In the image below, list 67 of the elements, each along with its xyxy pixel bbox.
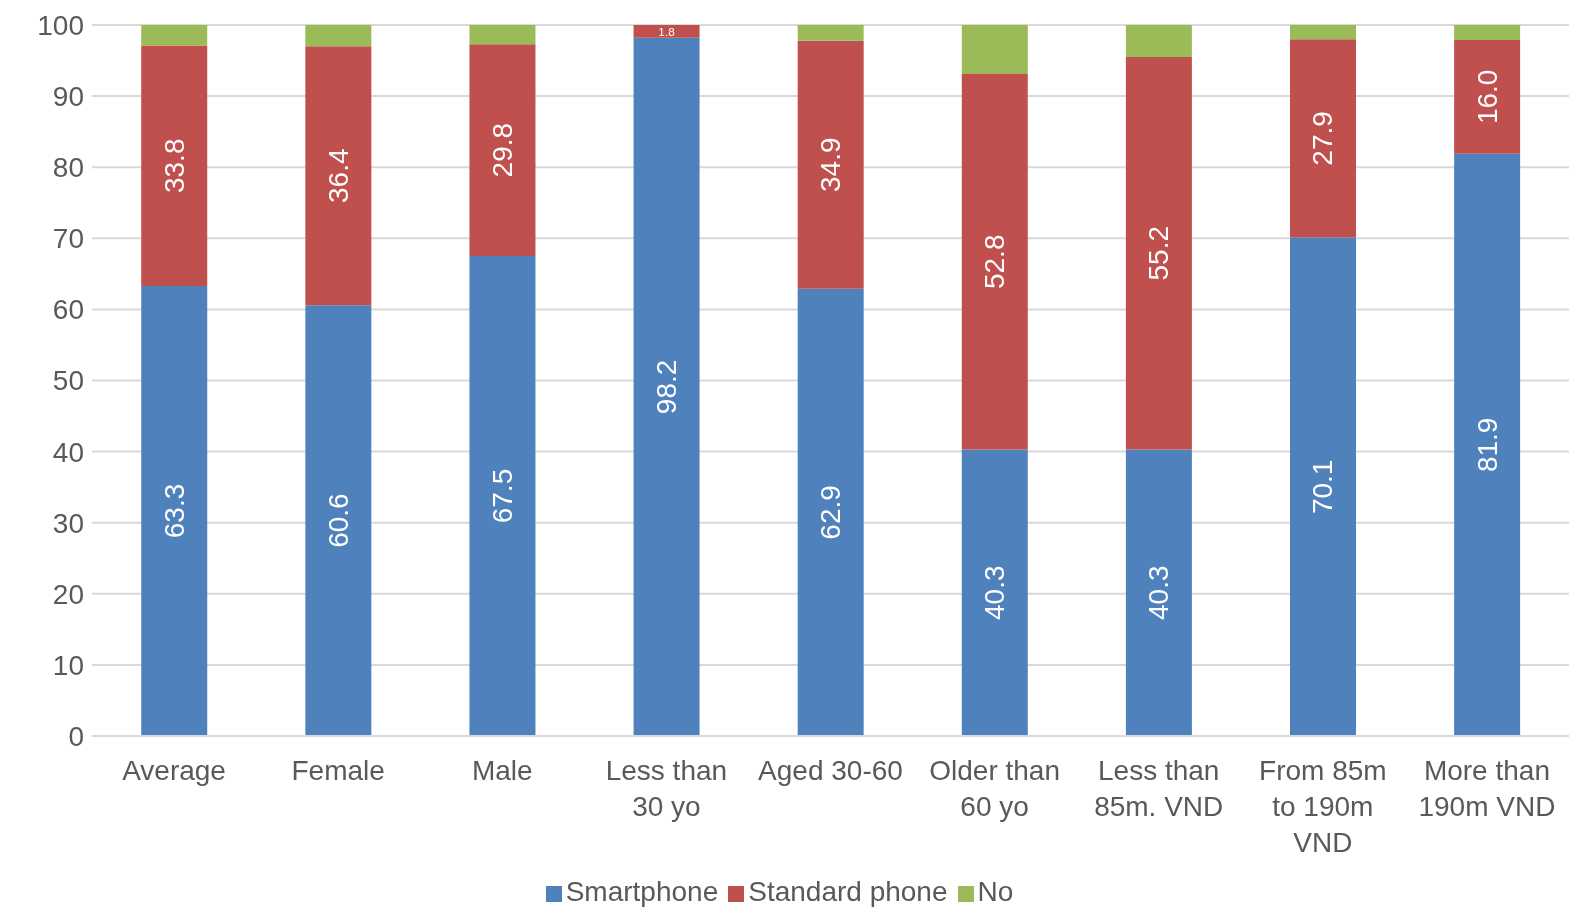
data-label: 60.6 bbox=[322, 493, 354, 548]
y-tick-label: 10 bbox=[52, 649, 84, 681]
data-label: 1.8 bbox=[658, 24, 676, 38]
data-label: 67.5 bbox=[486, 468, 518, 524]
y-tick-label: 100 bbox=[37, 9, 84, 41]
bar bbox=[961, 25, 1028, 75]
x-tick-label: Average bbox=[122, 755, 226, 786]
bar bbox=[797, 288, 864, 736]
y-tick-label: 30 bbox=[52, 507, 84, 539]
data-label: 27.9 bbox=[1307, 111, 1339, 166]
y-tick-label: 80 bbox=[52, 152, 84, 184]
bar bbox=[1125, 449, 1192, 736]
bar bbox=[961, 74, 1028, 450]
data-label: 33.8 bbox=[158, 138, 190, 194]
x-tick-label: Female bbox=[291, 755, 385, 786]
bar bbox=[469, 25, 536, 45]
data-label: 16.0 bbox=[1471, 69, 1503, 125]
y-tick-label: 90 bbox=[52, 81, 84, 113]
y-tick-label: 70 bbox=[52, 223, 84, 255]
data-label: 34.9 bbox=[815, 137, 847, 192]
data-label: 70.1 bbox=[1307, 459, 1339, 515]
y-tick-label: 50 bbox=[52, 365, 84, 397]
bar bbox=[1125, 25, 1192, 57]
data-label: 55.2 bbox=[1143, 225, 1175, 281]
bar bbox=[305, 305, 372, 736]
data-label: 52.8 bbox=[979, 234, 1011, 290]
data-label: 29.8 bbox=[486, 122, 518, 178]
legend-label: No bbox=[977, 876, 1014, 907]
data-label: 63.3 bbox=[158, 483, 190, 539]
data-label: 40.3 bbox=[1143, 565, 1175, 620]
data-label: 36.4 bbox=[322, 148, 354, 203]
legend-label: Smartphone bbox=[565, 876, 719, 907]
y-tick-label: 60 bbox=[52, 294, 84, 326]
bar bbox=[469, 256, 536, 736]
x-tick-label: Male bbox=[471, 755, 533, 786]
data-label: 81.9 bbox=[1471, 417, 1503, 473]
x-tick-label: Less than 30 yo bbox=[605, 755, 728, 822]
bar bbox=[141, 45, 208, 286]
bar bbox=[1454, 25, 1521, 40]
x-tick-label: From 85m to 190m VND bbox=[1259, 755, 1387, 858]
y-tick-label: 40 bbox=[52, 436, 84, 468]
bar bbox=[141, 285, 208, 736]
bar bbox=[1290, 25, 1357, 40]
bar bbox=[633, 25, 700, 38]
bar bbox=[633, 37, 700, 736]
data-label: 98.2 bbox=[651, 359, 683, 415]
data-label: 62.9 bbox=[815, 485, 847, 540]
legend-label: Standard phone bbox=[748, 876, 948, 907]
bar bbox=[1454, 39, 1521, 154]
bar bbox=[305, 25, 372, 47]
y-tick-label: 0 bbox=[68, 720, 84, 752]
bar bbox=[1290, 39, 1357, 238]
bar bbox=[1454, 153, 1521, 736]
bar bbox=[797, 40, 864, 289]
x-tick-label: Less than 85m. VND bbox=[1094, 755, 1224, 822]
bar bbox=[305, 46, 372, 306]
y-tick-label: 20 bbox=[52, 578, 84, 610]
bar bbox=[1125, 57, 1192, 450]
x-tick-label: Aged 30-60 bbox=[758, 755, 903, 786]
bar bbox=[141, 25, 208, 46]
x-tick-label: Older than 60 yo bbox=[929, 755, 1060, 822]
bar bbox=[961, 449, 1028, 736]
bar bbox=[469, 44, 536, 257]
bar bbox=[1290, 237, 1357, 736]
data-label: 40.3 bbox=[979, 565, 1011, 620]
bar bbox=[797, 25, 864, 41]
x-tick-label: More than 190m VND bbox=[1418, 755, 1556, 822]
